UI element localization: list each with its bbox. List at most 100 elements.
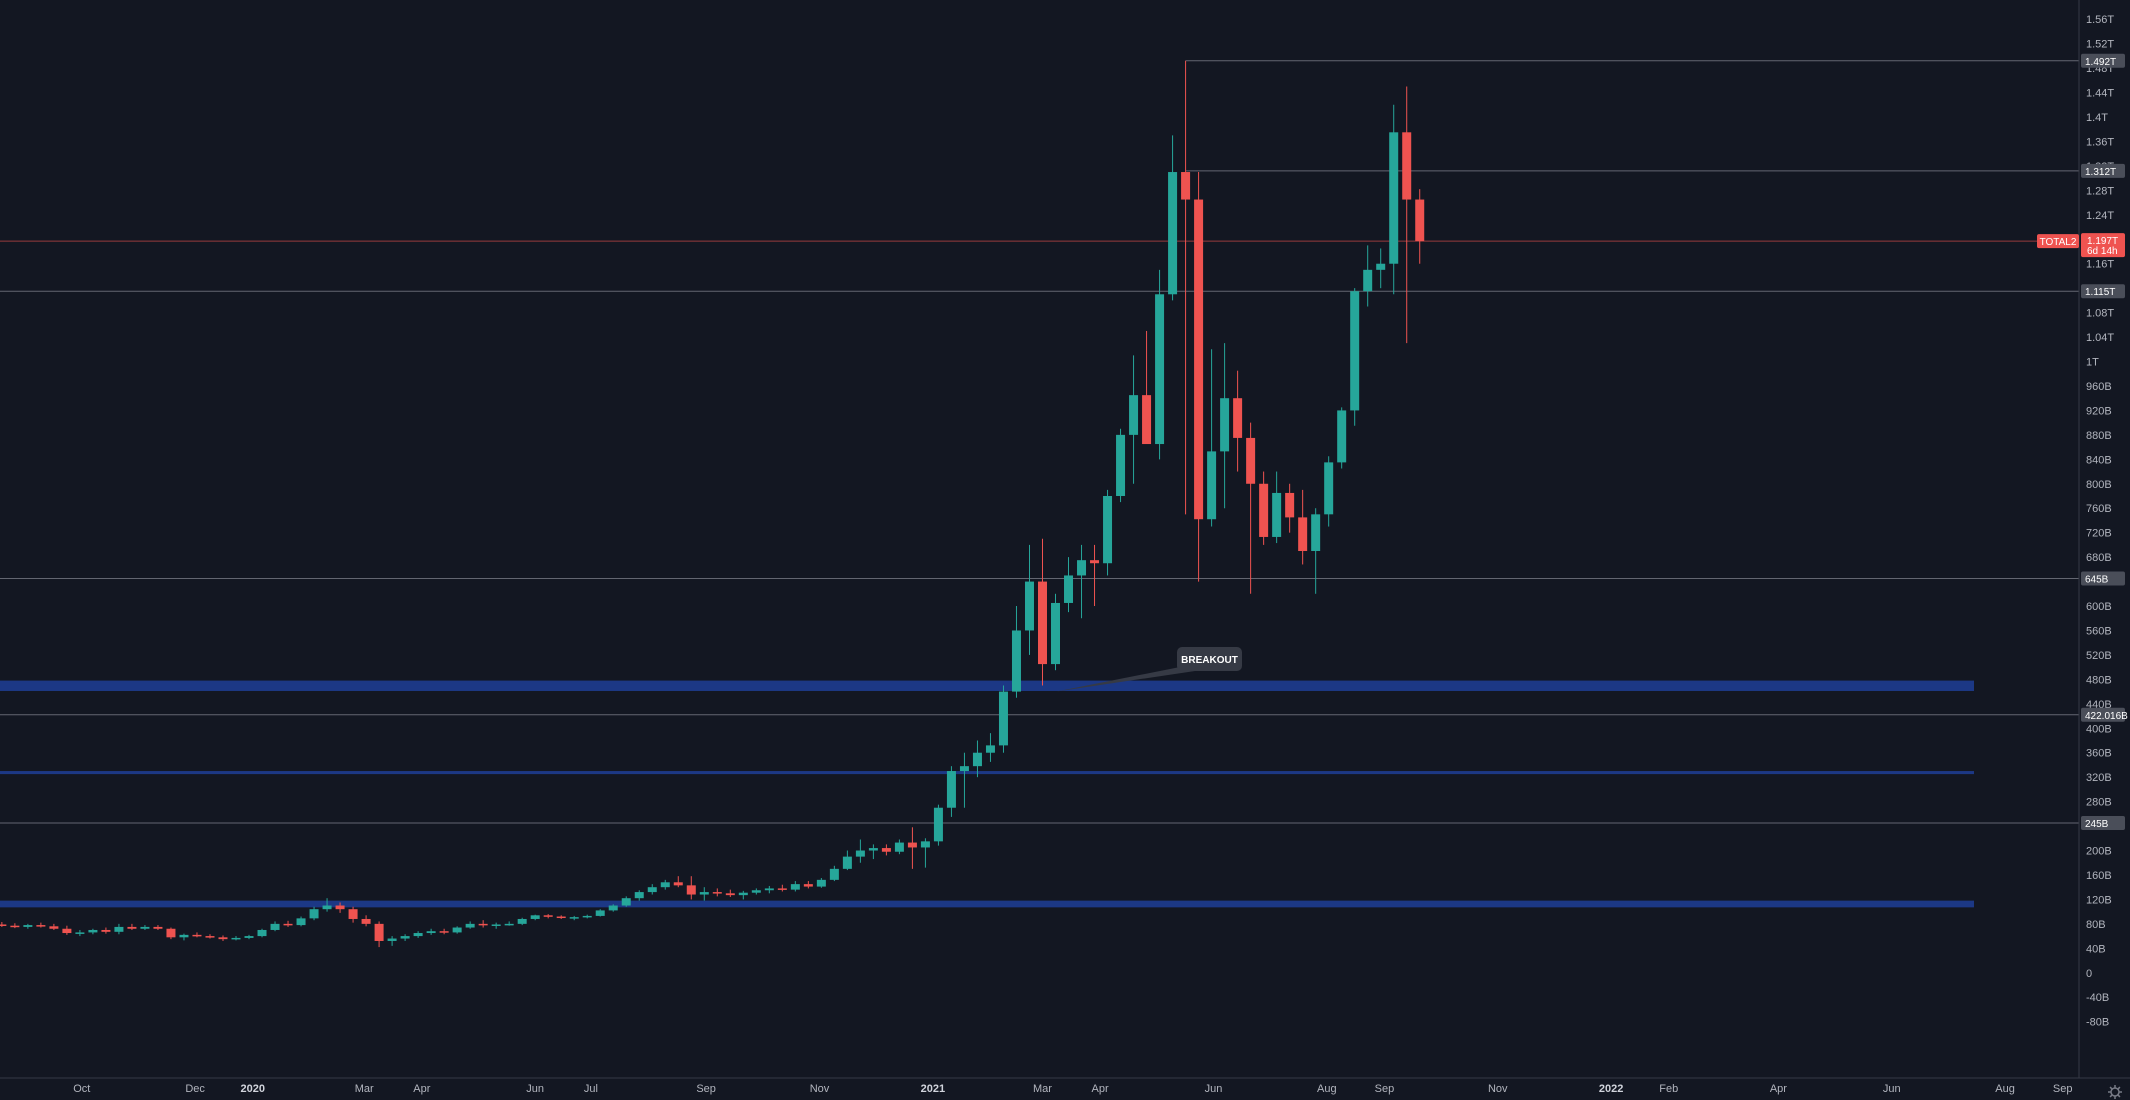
candle-body-22: [283, 923, 293, 926]
candle-body-101: [1311, 514, 1321, 552]
symbol-tag-label: TOTAL2: [2040, 237, 2077, 248]
candle-body-2: [23, 925, 33, 927]
price-axis-tick-7: 1.28T: [2086, 185, 2114, 197]
time-axis-label-5: Jun: [526, 1083, 544, 1095]
candles: [0, 60, 1425, 948]
candle-body-12: [153, 926, 163, 929]
candle-body-82: [1064, 575, 1074, 603]
candle-body-103: [1337, 410, 1347, 463]
price-axis-tick-15: 960B: [2086, 381, 2112, 393]
price-axis-tick-4: 1.4T: [2086, 112, 2108, 124]
time-axis-label-8: Nov: [810, 1083, 830, 1095]
candle-body-65: [842, 856, 852, 869]
price-badges: 1.492T 1.312T 1.115T 645B 422.016B 245B 1.197T…: [2037, 53, 2128, 831]
price-axis-tick-36: 120B: [2086, 894, 2112, 906]
candle-body-89: [1155, 294, 1165, 445]
time-axis[interactable]: Oct Dec 2020 Mar Apr Jun Jul Sep Nov 2021 Mar Apr Ju…: [0, 1077, 2130, 1095]
candle-body-35: [452, 927, 462, 933]
annotation-box: [1177, 647, 1242, 671]
price-badge-label-4: 422.016B: [2085, 711, 2128, 722]
settings-gear-icon[interactable]: [2108, 1085, 2122, 1099]
price-axis-tick-0: 1.56T: [2086, 14, 2114, 26]
candle-body-63: [816, 879, 826, 887]
breakout-annotation[interactable]: BREAKOUT: [1056, 647, 1242, 692]
candle-body-73: [946, 771, 956, 808]
last-price-badge: [2081, 233, 2125, 258]
time-axis-label-2: 2020: [240, 1083, 264, 1095]
price-axis-tick-39: 0: [2086, 968, 2092, 980]
price-axis-tick-29: 400B: [2086, 723, 2112, 735]
candle-body-0: [0, 924, 7, 926]
candle-body-106: [1376, 263, 1386, 270]
price-badge-1: [2081, 163, 2125, 178]
candle-body-44: [569, 917, 579, 919]
candle-body-67: [868, 848, 878, 851]
price-axis-tick-20: 760B: [2086, 503, 2112, 515]
candle-body-96: [1246, 437, 1256, 484]
candle-body-10: [127, 926, 137, 929]
price-axis-tick-8: 1.24T: [2086, 210, 2114, 222]
price-axis-tick-38: 40B: [2086, 943, 2106, 955]
support-zones: [0, 680, 1974, 908]
time-axis-label-15: Nov: [1488, 1083, 1508, 1095]
candle-body-104: [1350, 291, 1360, 411]
price-axis-tick-22: 680B: [2086, 552, 2112, 564]
price-axis-tick-37: 80B: [2086, 919, 2106, 931]
candle-body-30: [387, 938, 397, 941]
candle-body-48: [621, 898, 631, 906]
candle-body-13: [166, 928, 176, 938]
candle-body-14: [179, 934, 189, 938]
candle-body-18: [231, 937, 241, 940]
candle-body-107: [1389, 132, 1399, 264]
candle-body-100: [1298, 517, 1308, 552]
candle-body-25: [322, 905, 332, 910]
price-axis-tick-40: -40B: [2086, 992, 2109, 1004]
gear-tooth-1: [2117, 1094, 2121, 1098]
support-zone-2: [0, 900, 1974, 908]
time-axis-label-4: Apr: [413, 1083, 430, 1095]
candle-body-4: [49, 926, 59, 929]
candle-body-105: [1363, 269, 1373, 292]
candle-body-74: [959, 766, 969, 772]
price-axis-tick-41: -80B: [2086, 1017, 2109, 1029]
gear-tooth-7: [2117, 1086, 2121, 1090]
candle-body-84: [1090, 560, 1100, 564]
candle-body-72: [933, 807, 943, 842]
candle-body-20: [257, 929, 267, 937]
candle-body-49: [634, 892, 644, 899]
candle-body-43: [556, 916, 566, 919]
candle-body-7: [88, 929, 98, 933]
time-axis-label-10: Mar: [1033, 1083, 1052, 1095]
price-badge-label-0: 1.492T: [2085, 57, 2116, 68]
time-axis-label-1: Dec: [185, 1083, 205, 1095]
candle-body-75: [972, 752, 982, 767]
candle-body-39: [504, 923, 514, 926]
candle-body-66: [855, 850, 865, 857]
candle-body-108: [1402, 132, 1412, 200]
time-axis-label-3: Mar: [355, 1083, 374, 1095]
price-axis-tick-12: 1.08T: [2086, 308, 2114, 320]
candle-body-78: [1011, 630, 1021, 692]
price-axis-tick-34: 200B: [2086, 846, 2112, 858]
time-axis-label-9: 2021: [921, 1083, 945, 1095]
candle-body-109: [1415, 199, 1425, 242]
candle-body-28: [361, 918, 371, 924]
price-badge-label-5: 245B: [2085, 819, 2109, 830]
price-badge-label-3: 645B: [2085, 575, 2109, 586]
time-axis-label-13: Aug: [1317, 1083, 1337, 1095]
candle-body-59: [764, 888, 774, 891]
candle-body-80: [1037, 581, 1047, 665]
candle-body-53: [686, 885, 696, 895]
price-axis-tick-3: 1.44T: [2086, 88, 2114, 100]
candle-body-54: [699, 892, 709, 895]
time-axis-label-0: Oct: [73, 1083, 90, 1095]
candle-body-16: [205, 936, 215, 938]
candle-body-57: [738, 892, 748, 896]
candle-body-40: [517, 918, 527, 924]
candle-body-32: [413, 933, 423, 937]
candle-body-51: [660, 882, 670, 888]
candle-body-21: [270, 923, 280, 930]
candle-body-1: [10, 925, 20, 928]
